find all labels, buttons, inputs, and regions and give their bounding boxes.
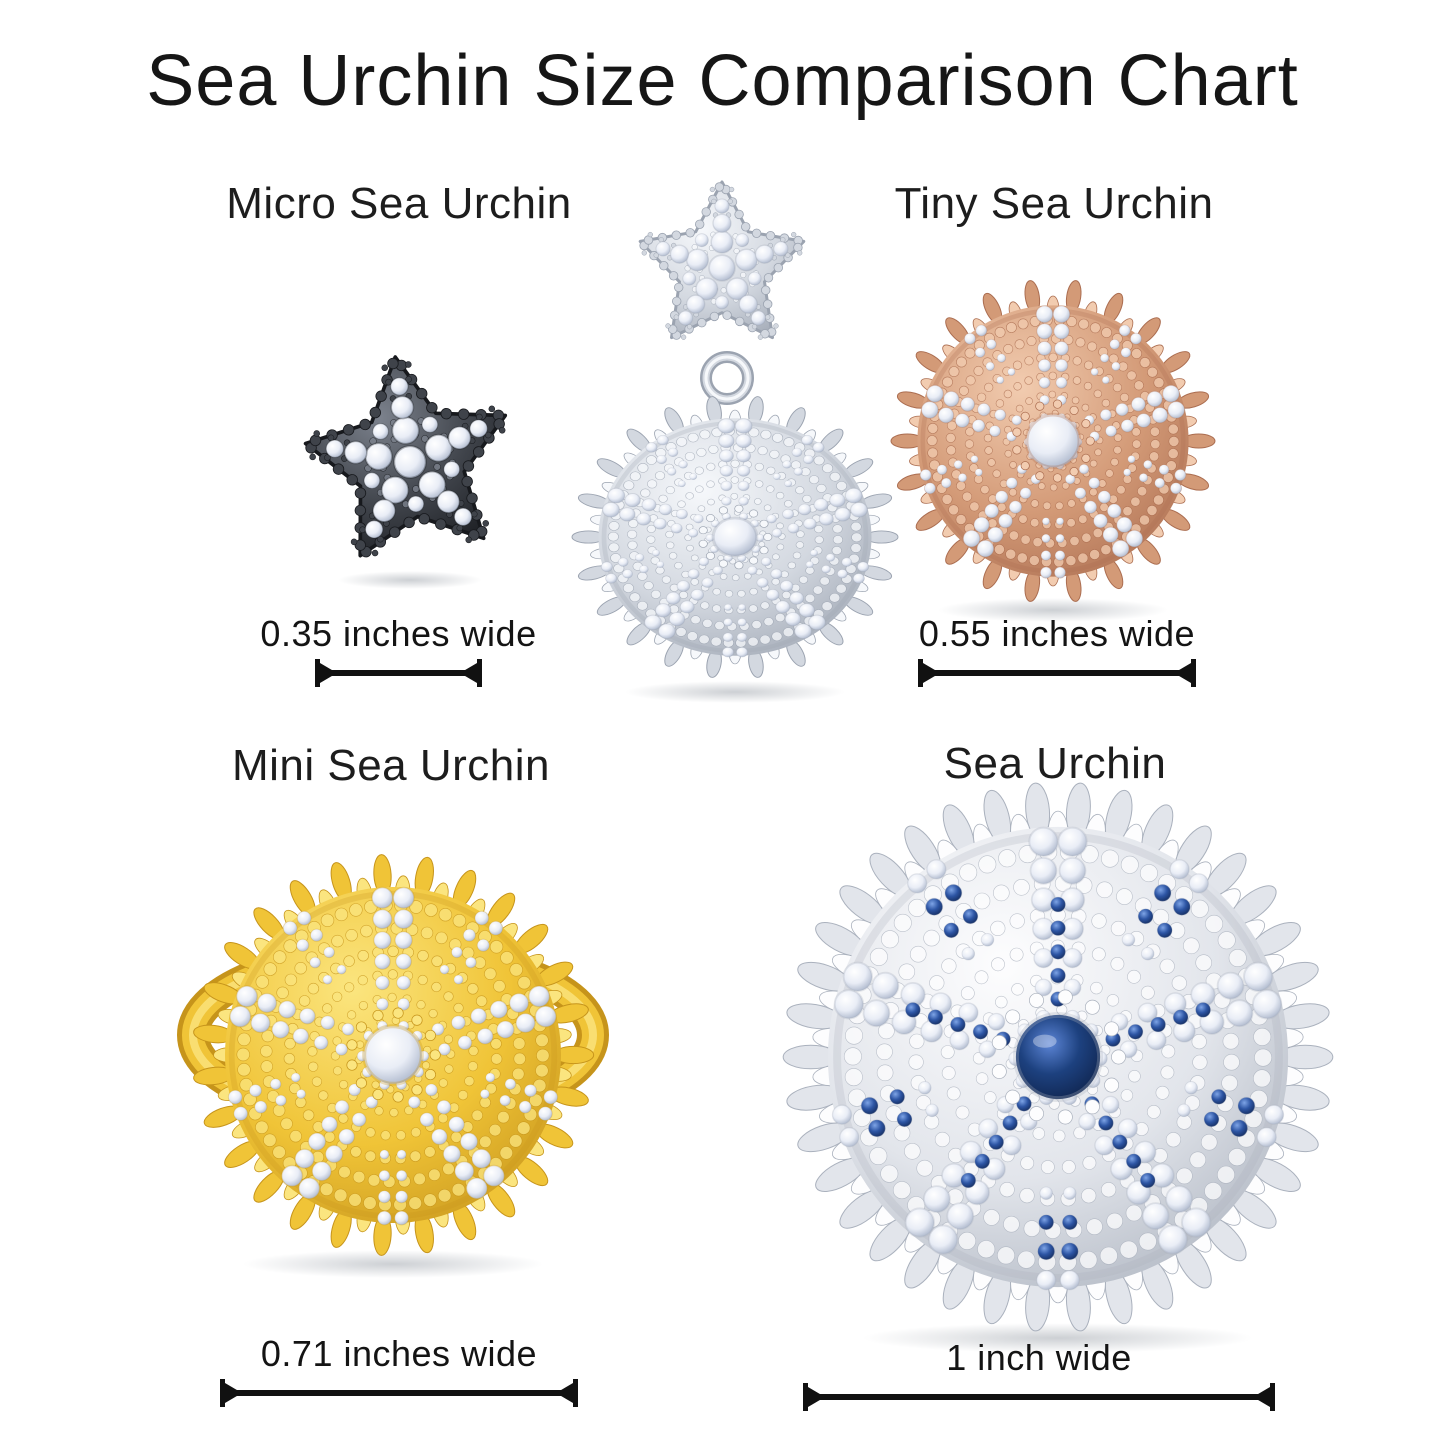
measure-sea-urchin-line bbox=[803, 1383, 1275, 1411]
measure-micro: 0.35 inches wide bbox=[260, 614, 536, 689]
mini-sea-urchin-image bbox=[177, 854, 609, 1256]
label-micro-sea-urchin: Micro Sea Urchin bbox=[226, 179, 572, 228]
measure-mini-line bbox=[220, 1379, 578, 1407]
tiny-sea-urchin-image bbox=[890, 280, 1216, 602]
measure-micro-line bbox=[315, 659, 482, 687]
sea-urchin-image bbox=[782, 782, 1334, 1332]
measure-tiny-text: 0.55 inches wide bbox=[918, 613, 1196, 654]
measure-mini-text: 0.71 inches wide bbox=[260, 1333, 538, 1374]
label-mini-sea-urchin: Mini Sea Urchin bbox=[231, 741, 551, 790]
measure-sea-urchin: 1 inch wide bbox=[803, 1338, 1275, 1413]
measure-tiny-line bbox=[918, 659, 1196, 687]
measure-mini: 0.71 inches wide bbox=[220, 1334, 578, 1409]
measure-sea-urchin-text: 1 inch wide bbox=[946, 1337, 1132, 1378]
measure-tiny: 0.55 inches wide bbox=[918, 614, 1196, 689]
measure-micro-text: 0.35 inches wide bbox=[260, 613, 537, 654]
silver-sea-urchin-drop-image bbox=[571, 180, 899, 678]
micro-sea-urchin-image bbox=[303, 355, 508, 558]
page-title: Sea Urchin Size Comparison Chart bbox=[146, 41, 1299, 121]
label-sea-urchin: Sea Urchin bbox=[943, 739, 1167, 788]
label-tiny-sea-urchin: Tiny Sea Urchin bbox=[894, 179, 1214, 228]
